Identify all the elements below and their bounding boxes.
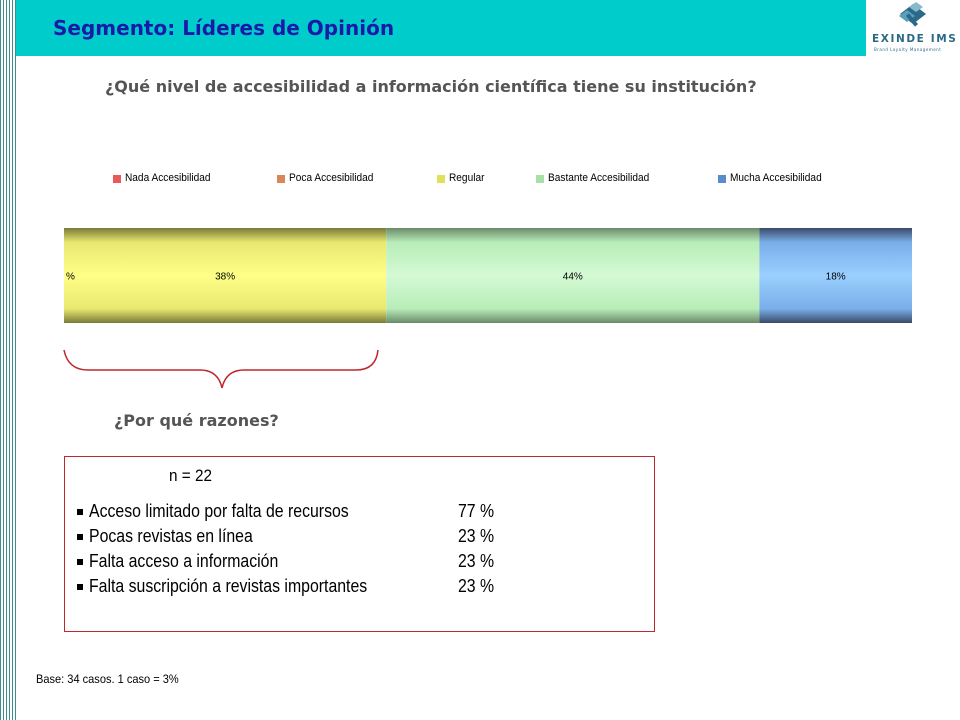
reasons-box: n = 22 Acceso limitado por falta de recu… xyxy=(64,456,655,632)
base-note: Base: 34 casos. 1 caso = 3% xyxy=(36,672,179,686)
bullet-icon xyxy=(77,559,83,565)
legend-label: Bastante Accesibilidad xyxy=(548,172,650,184)
bullet-icon xyxy=(77,584,83,590)
legend-label: Regular xyxy=(449,172,485,184)
reason-value: 23 % xyxy=(458,551,495,571)
logo-diamond-icon xyxy=(899,2,926,27)
reason-value: 23 % xyxy=(458,576,495,596)
legend-swatch xyxy=(437,175,445,183)
bar-segment-4 xyxy=(386,228,760,323)
survey-question: ¿Qué nivel de accesibilidad a informació… xyxy=(105,77,757,96)
reason-label: Acceso limitado por falta de recursos xyxy=(89,501,349,521)
why-question: ¿Por qué razones? xyxy=(114,411,279,430)
curly-brace xyxy=(63,349,379,389)
reason-value: 77 % xyxy=(458,501,495,521)
bar-data-label: % xyxy=(66,272,75,283)
sample-size-label: n = 22 xyxy=(169,466,212,485)
legend-swatch xyxy=(536,175,544,183)
reason-label: Pocas revistas en línea xyxy=(89,526,253,546)
bar-data-labels: % 38% 44% 18% xyxy=(66,272,846,283)
legend-label: Poca Accesibilidad xyxy=(289,172,374,184)
company-logo: EXINDE IMS Brand Loyalty Management xyxy=(866,0,960,56)
bar-segment-3 xyxy=(64,228,387,323)
left-stripes-decoration xyxy=(0,0,16,720)
bar-data-label: 38% xyxy=(215,272,235,283)
bar-data-label: 18% xyxy=(826,272,846,283)
legend-swatch xyxy=(718,175,726,183)
logo-subtext: Brand Loyalty Management xyxy=(874,47,942,52)
reason-value: 23 % xyxy=(458,526,495,546)
legend-label: Mucha Accesibilidad xyxy=(730,172,822,184)
legend-swatch xyxy=(277,175,285,183)
reason-label: Falta acceso a información xyxy=(89,551,279,571)
legend-label: Nada Accesibilidad xyxy=(125,172,211,184)
list-item: Pocas revistas en línea 23 % xyxy=(75,526,635,550)
bar-segments xyxy=(64,228,912,323)
list-item: Falta suscripción a revistas importantes… xyxy=(75,576,635,600)
reason-label: Falta suscripción a revistas importantes xyxy=(89,576,368,596)
logo-text: EXINDE IMS xyxy=(872,33,958,45)
bullet-icon xyxy=(77,534,83,540)
bullet-icon xyxy=(77,509,83,515)
bar-segment-5 xyxy=(759,228,912,323)
legend-swatch xyxy=(113,175,121,183)
list-item: Falta acceso a información 23 % xyxy=(75,551,635,575)
header-band: Segmento: Líderes de Opinión xyxy=(16,0,960,56)
segment-title: Segmento: Líderes de Opinión xyxy=(53,16,395,40)
list-item: Acceso limitado por falta de recursos 77… xyxy=(75,501,635,525)
bar-data-label: 44% xyxy=(563,272,583,283)
